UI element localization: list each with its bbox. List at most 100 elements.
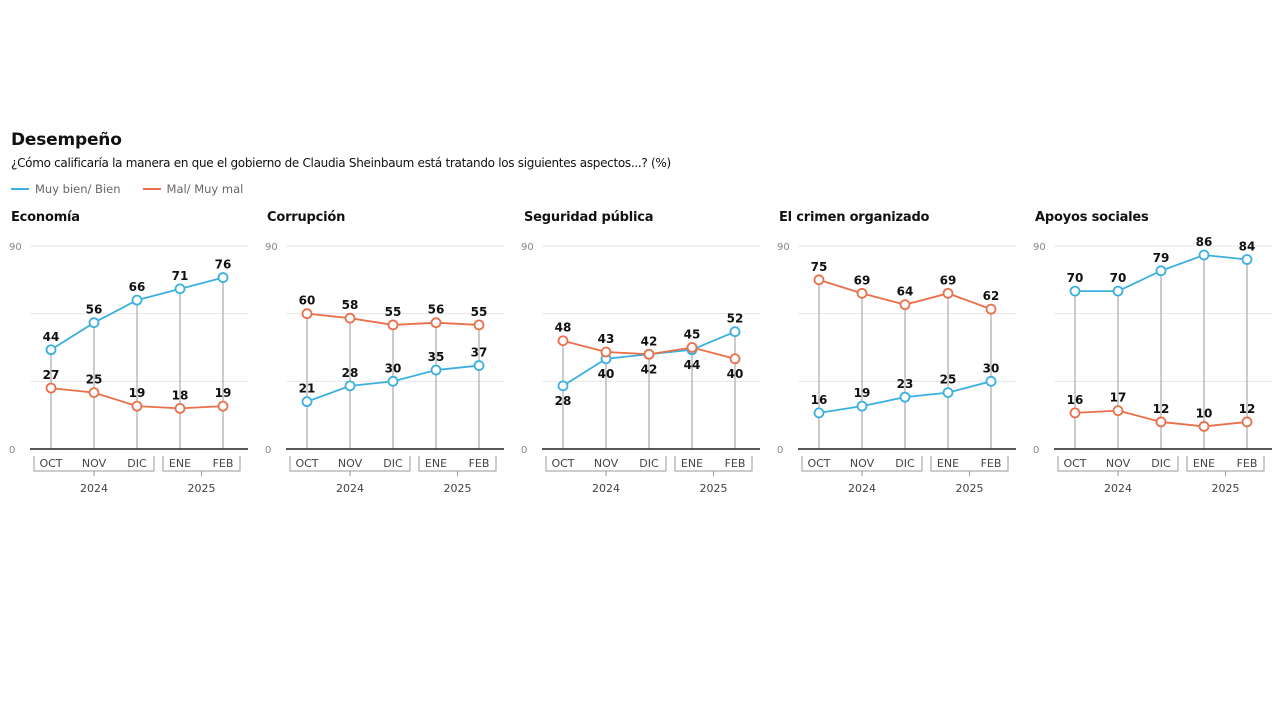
x-tick-label: OCT bbox=[39, 457, 62, 470]
data-label: 48 bbox=[555, 321, 572, 335]
data-point bbox=[1198, 421, 1210, 432]
data-point bbox=[344, 380, 356, 392]
data-label: 25 bbox=[940, 373, 957, 387]
y-tick-label: 90 bbox=[1033, 242, 1046, 253]
y-tick-label: 0 bbox=[1033, 445, 1039, 456]
x-tick-label: OCT bbox=[551, 457, 574, 470]
year-label: 2024 bbox=[336, 482, 364, 495]
data-point bbox=[1155, 416, 1167, 428]
data-point bbox=[131, 400, 143, 412]
year-label: 2025 bbox=[444, 482, 472, 495]
data-point bbox=[45, 344, 57, 356]
data-point bbox=[473, 360, 485, 371]
x-tick-label: NOV bbox=[338, 457, 363, 470]
data-point bbox=[217, 272, 229, 283]
legend-label: Muy bien/ Bien bbox=[35, 182, 121, 196]
data-label: 84 bbox=[1239, 240, 1256, 254]
data-label: 12 bbox=[1153, 402, 1170, 416]
legend-label: Mal/ Muy mal bbox=[166, 182, 244, 196]
data-label: 76 bbox=[215, 258, 232, 272]
x-tick-label: OCT bbox=[1063, 457, 1086, 470]
data-label: 19 bbox=[215, 386, 232, 400]
legend-swatch-blue bbox=[11, 188, 29, 190]
data-label: 43 bbox=[598, 332, 615, 346]
data-label: 70 bbox=[1067, 271, 1084, 285]
data-label: 40 bbox=[727, 367, 744, 381]
data-point bbox=[430, 317, 442, 329]
data-point bbox=[301, 308, 313, 320]
data-point bbox=[88, 387, 100, 399]
data-label: 44 bbox=[43, 330, 60, 344]
legend: Muy bien/ Bien Mal/ Muy mal bbox=[11, 182, 243, 196]
data-label: 23 bbox=[897, 377, 914, 391]
x-tick-label: ENE bbox=[1193, 457, 1215, 470]
data-label: 66 bbox=[129, 280, 146, 294]
chart-subtitle: ¿Cómo calificaría la manera en que el go… bbox=[11, 156, 671, 170]
y-tick-label: 90 bbox=[521, 242, 534, 253]
data-label: 45 bbox=[684, 328, 701, 342]
data-label: 30 bbox=[385, 361, 402, 375]
x-tick-label: NOV bbox=[1106, 457, 1131, 470]
x-tick-label: OCT bbox=[295, 457, 318, 470]
data-label: 28 bbox=[555, 394, 572, 408]
data-point bbox=[600, 346, 612, 358]
year-label: 2024 bbox=[1104, 482, 1132, 495]
data-label: 55 bbox=[471, 305, 488, 319]
data-label: 42 bbox=[641, 334, 658, 348]
data-label: 79 bbox=[1153, 251, 1170, 265]
data-point bbox=[387, 319, 399, 331]
data-point bbox=[1069, 285, 1081, 297]
data-point bbox=[1241, 416, 1253, 428]
data-label: 55 bbox=[385, 305, 402, 319]
data-point bbox=[174, 402, 186, 414]
data-point bbox=[217, 400, 229, 412]
data-label: 44 bbox=[684, 358, 701, 372]
panel-title-crimen: El crimen organizado bbox=[779, 210, 930, 225]
data-point bbox=[430, 364, 442, 376]
data-label: 70 bbox=[1110, 271, 1127, 285]
x-tick-label: NOV bbox=[594, 457, 619, 470]
data-label: 58 bbox=[342, 298, 359, 312]
x-tick-label: FEB bbox=[213, 457, 234, 470]
data-label: 71 bbox=[172, 269, 189, 283]
year-label: 2024 bbox=[848, 482, 876, 495]
x-tick-label: ENE bbox=[425, 457, 447, 470]
x-tick-label: ENE bbox=[169, 457, 191, 470]
data-point bbox=[899, 299, 911, 311]
y-tick-label: 90 bbox=[777, 242, 790, 253]
data-point bbox=[387, 375, 399, 387]
x-tick-label: FEB bbox=[981, 457, 1002, 470]
data-point bbox=[557, 380, 569, 392]
data-point bbox=[985, 375, 997, 387]
year-label: 2024 bbox=[80, 482, 108, 495]
data-label: 69 bbox=[854, 273, 871, 287]
data-label: 10 bbox=[1196, 406, 1213, 420]
panel-title-economia: Economía bbox=[11, 210, 80, 225]
data-label: 40 bbox=[598, 367, 615, 381]
data-point bbox=[985, 303, 997, 315]
data-label: 21 bbox=[299, 382, 316, 396]
y-tick-label: 0 bbox=[265, 445, 271, 456]
data-point bbox=[942, 387, 954, 399]
data-label: 56 bbox=[86, 303, 103, 317]
data-point bbox=[557, 335, 569, 347]
y-tick-label: 0 bbox=[521, 445, 527, 456]
data-point bbox=[643, 348, 655, 360]
x-tick-label: DIC bbox=[383, 457, 403, 470]
data-point bbox=[1112, 285, 1124, 297]
data-point bbox=[174, 283, 186, 295]
data-label: 25 bbox=[86, 373, 103, 387]
year-label: 2025 bbox=[1212, 482, 1240, 495]
y-tick-label: 0 bbox=[9, 445, 15, 456]
data-label: 30 bbox=[983, 361, 1000, 375]
data-label: 56 bbox=[428, 303, 445, 317]
data-point bbox=[88, 317, 100, 329]
data-label: 18 bbox=[172, 388, 189, 402]
data-label: 12 bbox=[1239, 402, 1256, 416]
data-point bbox=[344, 312, 356, 324]
year-label: 2024 bbox=[592, 482, 620, 495]
data-point bbox=[729, 326, 741, 338]
legend-swatch-red bbox=[142, 188, 161, 190]
data-point bbox=[1069, 407, 1081, 419]
